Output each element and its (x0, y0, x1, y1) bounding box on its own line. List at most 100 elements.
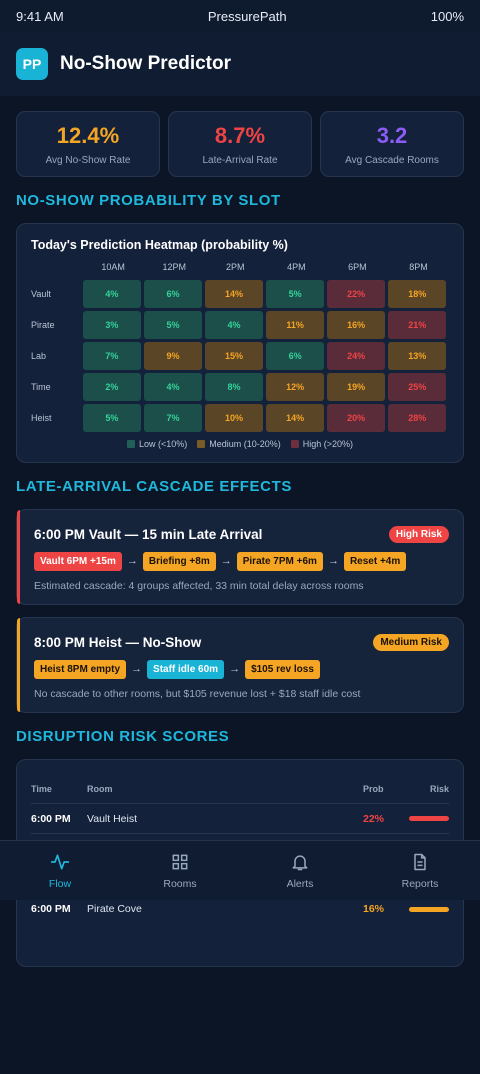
heatmap-cell[interactable]: 25% (387, 372, 447, 401)
heatmap-cell[interactable]: 5% (143, 310, 203, 339)
heatmap-cell[interactable]: 22% (326, 279, 386, 308)
tab-label: Alerts (286, 877, 314, 890)
heatmap-cell[interactable]: 10% (204, 403, 264, 432)
legend-item-medium: Medium (10-20%) (197, 439, 281, 449)
heatmap-cell[interactable]: 5% (265, 279, 325, 308)
cascade-chip: Pirate 7PM +6m (236, 551, 323, 571)
stat-label: Late-Arrival Rate (202, 154, 278, 166)
heatmap-cell[interactable]: 2% (82, 372, 142, 401)
heatmap-cell[interactable]: 21% (387, 310, 447, 339)
table-row[interactable]: 6:00 PM Vault Heist 22% (31, 804, 449, 834)
heatmap-col-label: 6PM (348, 262, 367, 272)
tab-flow[interactable]: Flow (12, 852, 108, 890)
document-icon (414, 853, 426, 870)
heatmap-cell[interactable]: 20% (326, 403, 386, 432)
status-carrier: PressurePath (207, 8, 287, 24)
grid-icon (172, 854, 188, 869)
heatmap-cell[interactable]: 19% (326, 372, 386, 401)
tab-rooms[interactable]: Rooms (132, 852, 228, 890)
tab-label: Reports (401, 877, 439, 890)
stat-card-cascade-rooms: 3.2 Avg Cascade Rooms (320, 111, 464, 177)
risk-badge: Medium Risk (373, 633, 449, 651)
heatmap-cell[interactable]: 14% (204, 279, 264, 308)
pulse-icon (50, 854, 70, 869)
cascade-chain: Heist 8PM empty → Staff idle 60m → $105 rev … (34, 659, 449, 679)
tab-bar: Flow Rooms Alerts Reports (0, 840, 480, 900)
heatmap-col-label: 4PM (287, 262, 306, 272)
heatmap-cell[interactable]: 14% (265, 403, 325, 432)
heatmap-cell[interactable]: 8% (204, 372, 264, 401)
cascade-title: 6:00 PM Vault — 15 min Late Arrival (34, 526, 263, 542)
heatmap-cell[interactable]: 4% (143, 372, 203, 401)
heatmap-cell[interactable]: 16% (326, 310, 386, 339)
heatmap-legend: Low (<10%) Medium (10-20%) High (>20%) (31, 439, 449, 449)
cell-time: 6:00 PM (31, 903, 71, 915)
heatmap-cell[interactable]: 28% (387, 403, 447, 432)
col-header-risk: Risk (429, 783, 449, 794)
heatmap-row: Time 2% 4% 8% 12% 19% 25% (31, 371, 449, 402)
heatmap-cell[interactable]: 7% (143, 403, 203, 432)
cascade-card[interactable]: 8:00 PM Heist — No-Show Medium Risk Heist … (16, 617, 464, 713)
cascade-chip: Reset +4m (343, 551, 407, 571)
heatmap-row: Vault 4% 6% 14% 5% 22% 18% (31, 278, 449, 309)
section-title-heatmap: NO-SHOW PROBABILITY BY SLOT (16, 192, 281, 209)
app-header: PP No-Show Predictor (0, 32, 480, 96)
heatmap-cell[interactable]: 6% (143, 279, 203, 308)
heatmap-cell[interactable]: 18% (387, 279, 447, 308)
col-header-time: Time (31, 783, 52, 794)
stat-label: Avg Cascade Rooms (345, 154, 439, 166)
cell-prob: 16% (363, 903, 385, 915)
tab-reports[interactable]: Reports (372, 852, 468, 890)
tab-label: Flow (48, 877, 72, 890)
cascade-header: 8:00 PM Heist — No-Show Medium Risk (34, 631, 449, 653)
heatmap-cell[interactable]: 15% (204, 341, 264, 370)
heatmap-cell[interactable]: 9% (143, 341, 203, 370)
heatmap-cell[interactable]: 7% (82, 341, 142, 370)
heatmap-header: 10AM 12PM 2PM 4PM 6PM 8PM (31, 262, 449, 276)
cell-time: 6:00 PM (31, 812, 71, 825)
app-logo: PP (16, 48, 48, 80)
tab-alerts[interactable]: Alerts (252, 852, 348, 890)
heatmap-card: Today's Prediction Heatmap (probability … (16, 223, 464, 463)
cascade-accent (17, 510, 20, 604)
heatmap-row: Pirate 3% 5% 4% 11% 16% 21% (31, 309, 449, 340)
heatmap-grid: Vault 4% 6% 14% 5% 22% 18% Pirate 3% 5% 4% 11% 16% 21… (31, 278, 449, 433)
heatmap-title: Today's Prediction Heatmap (probability … (31, 238, 288, 252)
col-header-prob: Prob (363, 783, 384, 794)
cascade-title: 8:00 PM Heist — No-Show (34, 634, 202, 650)
cascade-card[interactable]: 6:00 PM Vault — 15 min Late Arrival High … (16, 509, 464, 605)
heatmap-cell[interactable]: 13% (387, 341, 447, 370)
cell-risk (409, 816, 449, 821)
heatmap-row-label: Lab (31, 350, 47, 361)
heatmap-cell[interactable]: 5% (82, 403, 142, 432)
heatmap-cell[interactable]: 3% (82, 310, 142, 339)
heatmap-cell[interactable]: 4% (204, 310, 264, 339)
heatmap-row-label: Heist (31, 412, 52, 423)
stat-value: 8.7% (214, 122, 266, 148)
table-row[interactable]: 6:00 PM Pirate Cove 16% (31, 894, 449, 924)
status-bar: 9:41 AM PressurePath 100% (0, 0, 480, 32)
cascade-accent (17, 618, 20, 712)
arrow-right-icon: → (220, 555, 232, 567)
heatmap-row-label: Time (31, 381, 51, 392)
stat-value: 12.4% (56, 122, 120, 148)
cascade-chip: Staff idle 60m (147, 659, 225, 679)
arrow-right-icon: → (131, 663, 143, 675)
page-title: No-Show Predictor (60, 53, 232, 74)
heatmap-cell[interactable]: 6% (265, 341, 325, 370)
cascade-chip: Briefing +8m (142, 551, 216, 571)
heatmap-col-label: 12PM (162, 262, 186, 272)
cell-risk (409, 906, 449, 912)
heatmap-cell[interactable]: 12% (265, 372, 325, 401)
heatmap-cell[interactable]: 24% (326, 341, 386, 370)
heatmap-col-label: 8PM (409, 262, 428, 272)
status-time: 9:41 AM (16, 8, 64, 24)
cascade-note: No cascade to other rooms, but $105 reve… (34, 688, 361, 700)
cascade-header: 6:00 PM Vault — 15 min Late Arrival High … (34, 523, 449, 545)
cascade-chip: Vault 6PM +15m (34, 551, 122, 571)
heatmap-cell[interactable]: 11% (265, 310, 325, 339)
arrow-right-icon: → (327, 555, 339, 567)
legend-item-high: High (>20%) (290, 439, 353, 449)
heatmap-row-label: Pirate (31, 319, 55, 330)
heatmap-cell[interactable]: 4% (82, 279, 142, 308)
